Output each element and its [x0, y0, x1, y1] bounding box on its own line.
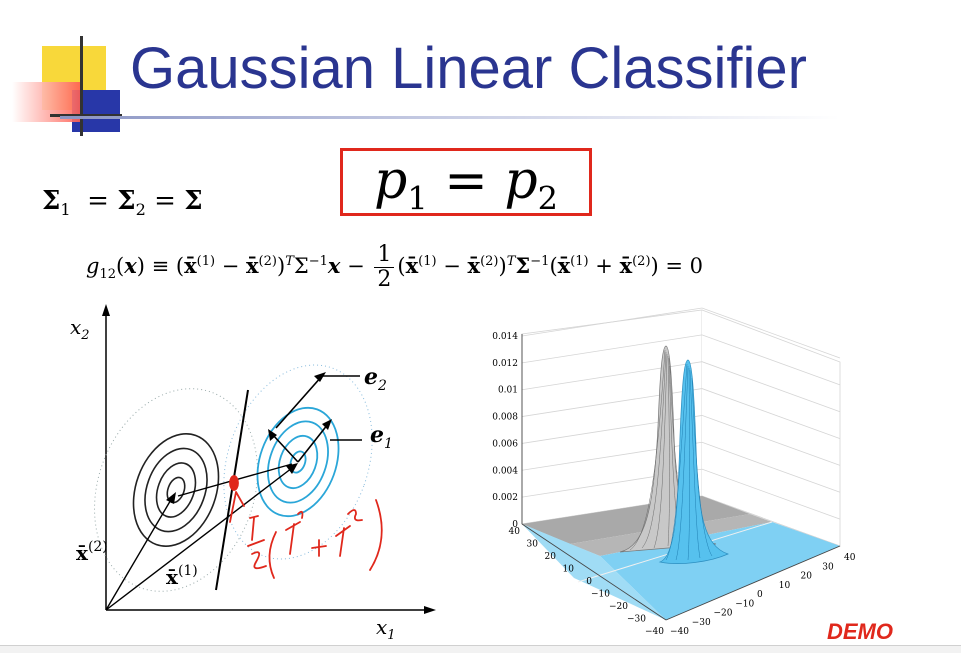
z-tick-labels: 0 0.002 0.004 0.006 0.008 0.01 0.012 0.014 — [492, 332, 518, 530]
y-tick-label: 30 — [527, 540, 539, 550]
y-axis-arrow — [102, 304, 110, 316]
slide-title: Gaussian Linear Classifier — [130, 36, 807, 101]
y-tick-label: 20 — [545, 552, 557, 562]
e1-label: e1 — [370, 422, 393, 452]
z-grid-line — [521, 307, 841, 359]
x-tick-label: 0 — [757, 590, 763, 600]
z-tick-label: 0.006 — [492, 439, 518, 449]
class2-contours — [132, 433, 220, 547]
y-tick-label: −40 — [645, 627, 664, 636]
demo-label[interactable]: DEMO — [827, 619, 893, 644]
z-grid-line — [521, 334, 841, 386]
y-tick-label: −20 — [609, 602, 628, 612]
discriminant-equation: g12(x) ≡ (x̄(1) − x̄(2))TΣ−1x − 1 2 (x̄(1)… — [86, 242, 704, 292]
class1-outer-dotted — [223, 364, 373, 560]
z-grid-line — [521, 415, 841, 466]
x-tick-label: −20 — [714, 609, 733, 619]
y-tick-label: 0 — [586, 577, 592, 587]
e2-pointer — [275, 375, 323, 429]
class1-contours — [256, 406, 340, 518]
x-tick-label: 10 — [779, 581, 791, 591]
y-tick-label: 40 — [509, 527, 521, 537]
e1-vector — [297, 423, 329, 463]
x-axis-label: x1 — [376, 615, 396, 643]
y-tick-label: −10 — [591, 590, 610, 600]
blue-peak-mesh — [665, 363, 713, 561]
x-tick-label: 40 — [844, 553, 856, 563]
x-tick-labels: −40−30−20−100 10 20 30 40 — [670, 553, 856, 636]
y-axis-label: x2 — [70, 315, 90, 343]
y-tick-label: −30 — [627, 615, 646, 625]
handwritten-midpoint-note — [229, 475, 383, 579]
x-tick-label: 30 — [822, 562, 834, 572]
z-grid-line — [521, 388, 841, 439]
z-grid-line — [521, 441, 841, 493]
title-decoration — [0, 0, 130, 140]
z-grid-line — [521, 468, 841, 520]
y-tick-label: 10 — [563, 565, 575, 575]
mean2-label: x̄(2) — [76, 539, 108, 565]
mean1-label: x̄(1) — [166, 563, 198, 589]
z-tick-label: 0.002 — [492, 493, 518, 503]
gaussian-contour-figure: x2 x1 — [70, 304, 436, 643]
e2-label: e2 — [364, 364, 387, 394]
x-tick-label: −10 — [735, 599, 754, 609]
x-axis-arrow — [424, 606, 436, 614]
e2-vector — [271, 433, 299, 463]
x-tick-label: −40 — [670, 627, 689, 636]
equal-priors-box: p1 = p2 — [340, 148, 592, 216]
x-tick-label: 20 — [801, 572, 813, 582]
z-tick-label: 0.004 — [492, 466, 518, 476]
x-tick-label: −30 — [692, 618, 711, 628]
z-tick-label: 0.014 — [492, 332, 518, 342]
mean1-vector — [105, 467, 293, 611]
z-tick-label: 0 — [512, 520, 518, 530]
midpoint-marker — [229, 475, 239, 491]
covariance-equation: Σ1 = Σ2 = Σ — [42, 186, 203, 220]
bottom-bar — [0, 645, 961, 653]
z-grid-line — [521, 361, 841, 413]
z-tick-label: 0.01 — [498, 386, 518, 396]
y-tick-labels: −40 −30 −20 −10 0 10 20 30 40 — [509, 527, 665, 636]
title-rule — [60, 116, 840, 119]
z-tick-label: 0.012 — [492, 359, 518, 369]
mean2-vector — [105, 497, 173, 611]
z-tick-label: 0.008 — [492, 413, 518, 423]
